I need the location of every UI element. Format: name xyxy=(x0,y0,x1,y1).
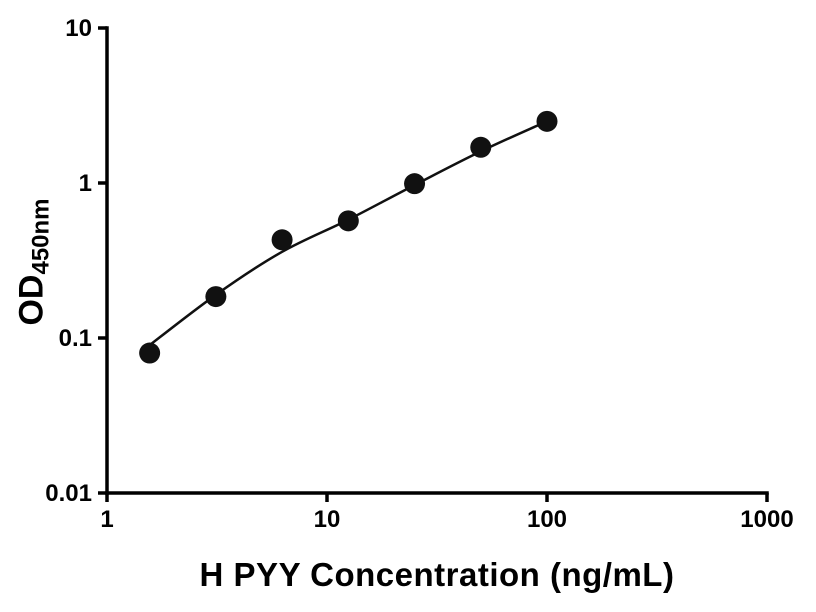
y-tick-label: 0.1 xyxy=(59,325,92,352)
x-tick-label: 100 xyxy=(527,506,567,533)
data-point xyxy=(271,229,293,251)
data-point xyxy=(470,136,492,158)
x-tick-label: 1000 xyxy=(740,506,793,533)
y-tick-label: 1 xyxy=(79,170,92,197)
data-point xyxy=(139,342,161,364)
y-tick-label: 10 xyxy=(65,15,92,42)
x-tick-label: 10 xyxy=(314,506,341,533)
x-tick-label: 1 xyxy=(100,506,113,533)
y-axis-title-main: OD xyxy=(12,274,51,326)
y-axis-title-subscript: 450nm xyxy=(27,198,55,275)
data-point xyxy=(536,110,558,132)
data-point xyxy=(337,210,359,232)
y-tick-label: 0.01 xyxy=(45,480,92,507)
x-axis-title: H PYY Concentration (ng/mL) xyxy=(199,556,675,593)
y-axis-title: OD450nm xyxy=(13,198,56,325)
data-point xyxy=(205,286,227,308)
data-point xyxy=(404,173,426,195)
